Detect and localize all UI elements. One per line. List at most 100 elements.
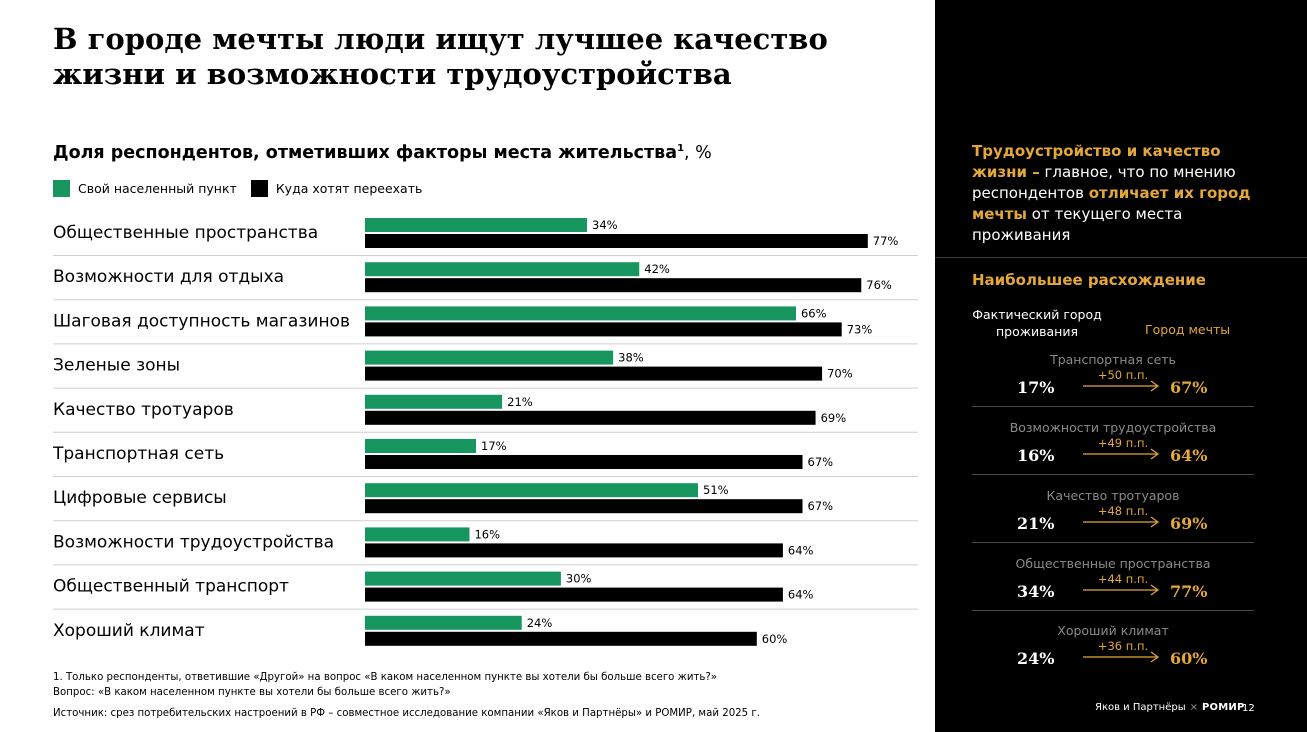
gap-actual-value: 17% (1017, 378, 1055, 397)
gap-category: Общественные пространства (1015, 556, 1211, 571)
bar-value-label: 42% (644, 262, 670, 276)
category-label: Транспортная сеть (52, 444, 224, 464)
bar-own-city (365, 218, 588, 232)
bar-value-label: 76% (866, 278, 892, 292)
gap-row: Общественные пространства 34% +44 п.п. 77% (972, 556, 1254, 624)
bar-desired-city (365, 322, 842, 337)
key-insight-highlight-2: отличает их город мечты (972, 184, 1251, 223)
bar-own-city (365, 262, 640, 277)
category-label: Возможности для отдыха (53, 267, 284, 287)
gap-category: Качество тротуаров (1046, 488, 1180, 503)
legend-item-own: Свой населенный пункт (53, 180, 237, 197)
key-insight-text-1: главное, что по мнению респондентов (972, 163, 1236, 202)
brand-logos: Яков и Партнёры × РОМИР (1095, 702, 1245, 713)
category-label: Общественные пространства (53, 223, 318, 243)
category-label: Общественный транспорт (53, 577, 289, 597)
bar-value-label: 51% (703, 483, 729, 497)
chart-unit: , % (684, 143, 712, 163)
chart-legend: Свой населенный пункт Куда хотят перееха… (53, 180, 436, 197)
gap-difference: +49 п.п. (1097, 436, 1149, 450)
gap-difference: +44 п.п. (1097, 572, 1149, 586)
arrow-right-icon (1083, 584, 1160, 596)
arrow-right-icon (1083, 380, 1160, 392)
page-title: В городе мечты люди ищут лучшее качество… (53, 22, 828, 91)
bar-chart: Общественные пространства 34% 77% Возможнос… (52, 218, 918, 646)
bar-desired-city (365, 410, 816, 425)
category-label: Шаговая доступность магазинов (53, 311, 350, 331)
bar-desired-city (365, 234, 868, 248)
sidebar-divider (935, 257, 1307, 258)
gap-difference: +36 п.п. (1097, 639, 1149, 653)
gap-actual-value: 24% (1017, 649, 1055, 668)
page-number: 12 (1242, 703, 1255, 714)
gap-actual-value: 16% (1017, 446, 1055, 465)
category-label: Возможности трудоустройства (53, 532, 334, 552)
gap-category: Хороший климат (1057, 623, 1169, 638)
bar-value-label: 34% (592, 218, 618, 232)
category-label: Хороший климат (53, 621, 205, 641)
insight-sidebar: Трудоустройство и качество жизни – главн… (935, 0, 1307, 732)
bar-value-label: 64% (788, 588, 814, 602)
key-insight: Трудоустройство и качество жизни – главн… (972, 141, 1272, 246)
bar-desired-city (365, 499, 803, 514)
gap-difference: +48 п.п. (1097, 504, 1149, 518)
bar-value-label: 24% (527, 616, 553, 630)
bar-own-city (365, 350, 614, 365)
bar-own-city (365, 394, 503, 409)
bar-desired-city (365, 455, 803, 469)
gap-row: Качество тротуаров 21% +48 п.п. 69% (972, 488, 1254, 556)
gap-dream-value: 60% (1170, 649, 1208, 668)
bar-value-label: 67% (808, 499, 834, 513)
bar-own-city (365, 483, 699, 498)
bar-own-city (365, 571, 561, 586)
legend-swatch-black (250, 180, 268, 197)
footnote-question: Вопрос: «В каком населенном пункте вы хо… (53, 687, 451, 698)
bar-value-label: 69% (821, 411, 847, 425)
bar-desired-city (365, 278, 862, 293)
bar-value-label: 16% (474, 527, 500, 541)
column-header-actual: Фактический город проживания (972, 307, 1102, 339)
bar-value-label: 77% (873, 234, 899, 248)
footnote-source: Источник: срез потребительских настроени… (53, 708, 760, 719)
bar-desired-city (365, 366, 823, 381)
gap-section-title: Наибольшее расхождение (972, 271, 1206, 289)
arrow-right-icon (1083, 516, 1160, 528)
gap-actual-value: 34% (1017, 582, 1055, 601)
footnotes: 1. Только респонденты, ответившие «Друго… (53, 670, 760, 721)
gap-row-divider (972, 610, 1254, 611)
category-label: Цифровые сервисы (53, 488, 227, 508)
bar-value-label: 21% (507, 395, 533, 409)
chart-subtitle: Доля респондентов, отметивших факторы ме… (53, 143, 712, 163)
gap-row: Транспортная сеть 17% +50 п.п. 67% (972, 352, 1254, 420)
bar-own-city (365, 615, 522, 630)
gap-actual-value: 21% (1017, 514, 1055, 533)
gap-dream-value: 77% (1170, 582, 1208, 601)
gap-row-divider (972, 406, 1254, 407)
footnote-1: 1. Только респонденты, ответившие «Друго… (53, 672, 718, 683)
gap-row-divider (972, 542, 1254, 543)
bar-value-label: 67% (808, 455, 834, 469)
gap-category: Возможности трудоустройства (1009, 420, 1217, 435)
main-panel: В городе мечты люди ищут лучшее качество… (52, 22, 918, 721)
bar-value-label: 70% (827, 367, 853, 381)
arrow-right-icon (1083, 651, 1160, 663)
bar-value-label: 73% (847, 322, 873, 336)
bar-value-label: 60% (762, 632, 788, 646)
bar-value-label: 30% (566, 572, 592, 586)
gap-row: Возможности трудоустройства 16% +49 п.п. 64… (972, 420, 1254, 488)
bar-desired-city (365, 587, 783, 602)
brand-separator: × (1189, 702, 1199, 713)
bar-value-label: 17% (481, 439, 507, 453)
gap-dream-value: 69% (1170, 514, 1208, 533)
legend-label-desired: Куда хотят переехать (275, 181, 423, 196)
category-label: Зеленые зоны (53, 356, 180, 376)
footnote-mark: 1 (677, 143, 685, 155)
legend-label-own: Свой населенный пункт (78, 181, 237, 196)
gap-row-divider (972, 474, 1254, 475)
key-insight-text-2: от текущего места проживания (972, 205, 1183, 244)
legend-swatch-green (53, 180, 70, 197)
category-label: Качество тротуаров (53, 400, 234, 420)
column-header-dream: Город мечты (1145, 322, 1231, 337)
bar-value-label: 66% (801, 306, 827, 320)
brand-yakov: Яков и Партнёры (1095, 702, 1186, 713)
